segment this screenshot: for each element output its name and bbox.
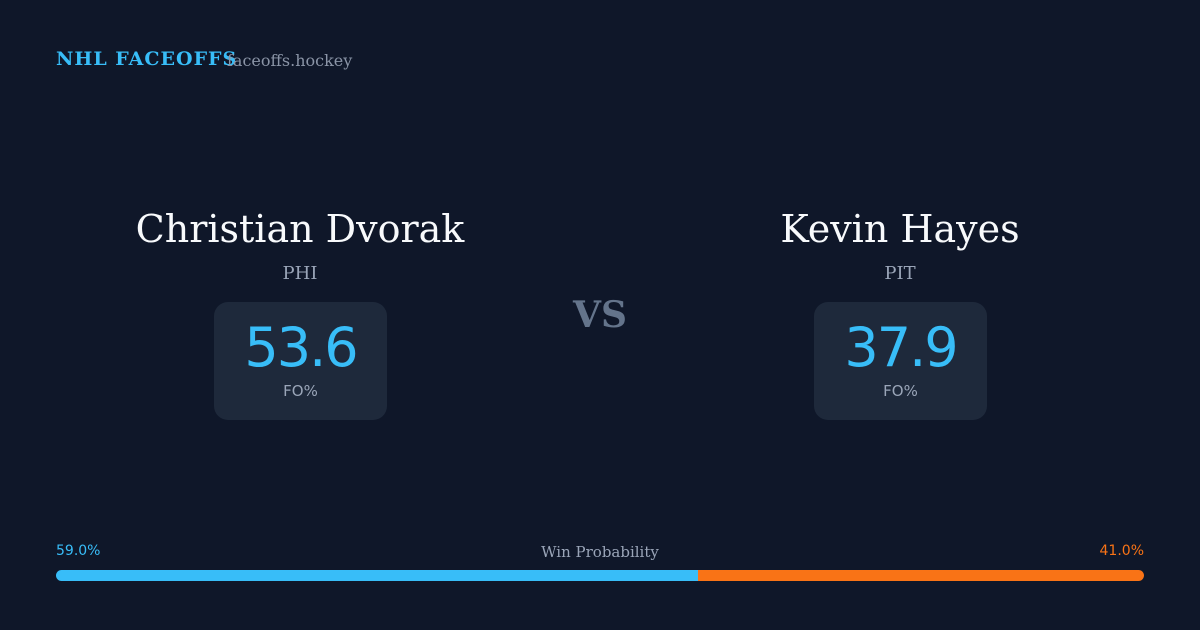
site-title: NHL FACEOFFS (56, 48, 238, 70)
fo-value: 53.6 (244, 316, 358, 379)
player-name: Christian Dvorak (135, 207, 465, 251)
stat-box: 53.6 FO% (214, 302, 387, 420)
stat-box: 37.9 FO% (814, 302, 987, 420)
fo-label: FO% (883, 382, 918, 400)
win-prob-value: 41.0% (1099, 543, 1144, 559)
site-url: faceoffs.hockey (227, 51, 353, 70)
vs-label: VS (573, 294, 627, 336)
win-prob-segment (56, 570, 698, 581)
win-prob-label: Win Probability (541, 543, 659, 561)
win-prob-value: 59.0% (56, 543, 101, 559)
fo-value: 37.9 (844, 316, 958, 379)
player-team: PIT (884, 263, 916, 284)
fo-label: FO% (283, 382, 318, 400)
win-prob-bar (56, 570, 1144, 581)
player-team: PHI (282, 263, 318, 284)
win-prob-segment (697, 570, 1144, 581)
player-name: Kevin Hayes (780, 207, 1020, 251)
